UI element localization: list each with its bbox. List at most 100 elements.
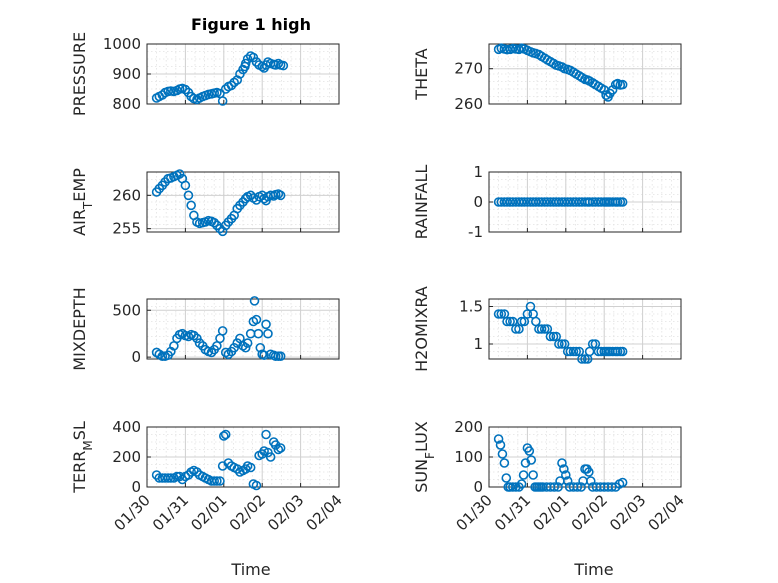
y-axis-label-subscript: M: [81, 440, 95, 450]
data-point: [223, 458, 234, 468]
y-axis-label-main: PRESSURE: [70, 32, 89, 116]
series-markers: [151, 296, 286, 361]
data-point: [497, 449, 508, 459]
data-point: [536, 197, 547, 207]
data-point: [261, 319, 271, 330]
data-point: [565, 197, 576, 207]
data-point: [505, 316, 515, 327]
data-point: [542, 197, 553, 207]
y-tick-label: 200: [454, 418, 483, 436]
data-point: [516, 316, 527, 327]
y-axis-label: THETA: [412, 48, 431, 100]
data-point: [571, 346, 581, 357]
data-point: [493, 309, 504, 319]
data-point: [217, 96, 228, 106]
data-point: [180, 180, 191, 191]
data-point: [557, 339, 567, 349]
data-point: [226, 80, 237, 91]
data-point: [245, 462, 256, 473]
data-point: [549, 482, 560, 492]
y-axis-label-main: RAINFALL: [412, 165, 431, 240]
axes-frame: [488, 43, 682, 105]
data-point: [240, 342, 251, 353]
data-point: [612, 346, 623, 357]
y-axis-label: TERRMSL: [70, 421, 95, 494]
data-point: [249, 296, 260, 306]
axes-frame: [146, 298, 340, 360]
y-axis-label-main: TERR: [70, 451, 89, 494]
data-point: [587, 339, 598, 349]
data-point: [562, 476, 573, 486]
data-point: [174, 169, 185, 179]
data-point: [232, 75, 243, 85]
data-point: [501, 473, 512, 483]
data-point: [232, 338, 243, 348]
data-point: [516, 479, 527, 489]
data-point: [559, 197, 570, 207]
series-markers: [493, 434, 628, 492]
x-tick-label: 02/03: [264, 491, 307, 534]
data-point: [163, 473, 173, 483]
y-tick-label: 100: [454, 448, 483, 466]
x-tick-label: 01/31: [491, 491, 534, 534]
data-point: [265, 452, 276, 462]
data-point: [516, 197, 527, 207]
y-tick-label: 260: [112, 186, 141, 204]
y-axis-label: SUNFLUX: [412, 421, 437, 493]
data-point: [215, 476, 225, 486]
data-point: [174, 471, 185, 482]
data-point: [584, 467, 594, 477]
data-point: [514, 482, 524, 492]
data-point: [596, 346, 606, 357]
x-tick-label: 01/30: [453, 491, 496, 534]
data-point: [617, 346, 628, 357]
y-axis-label-main: SUN: [412, 459, 431, 493]
data-point: [502, 316, 512, 327]
data-point: [220, 429, 231, 440]
data-point: [206, 347, 217, 358]
data-point: [612, 197, 623, 207]
data-point: [557, 458, 567, 468]
data-point: [585, 476, 596, 486]
y-tick-label: 260: [454, 95, 483, 113]
subplot-3: 255 260 AIRTEMP: [70, 168, 340, 238]
series-markers: [493, 301, 628, 364]
axes-frame: [146, 426, 340, 488]
y-tick-label: 1000: [103, 35, 141, 53]
data-point: [576, 482, 586, 492]
x-axis-label-left: Time: [230, 560, 270, 579]
data-point: [157, 351, 168, 361]
data-point: [270, 351, 281, 361]
x-tick-label: 02/04: [303, 491, 346, 534]
data-point: [554, 339, 564, 349]
data-point: [242, 338, 253, 348]
data-point: [565, 346, 576, 357]
y-axis-label: PRESSURE: [70, 32, 89, 116]
y-tick-label: 1: [473, 163, 483, 181]
data-point: [183, 190, 194, 201]
data-point: [559, 464, 569, 474]
data-point: [177, 474, 188, 485]
data-point: [217, 326, 228, 336]
axes-frame: [146, 171, 340, 233]
data-point: [568, 346, 579, 357]
data-point: [518, 470, 529, 480]
data-point: [275, 351, 286, 361]
data-point: [617, 197, 628, 207]
x-tick-label: 02/02: [226, 491, 269, 534]
y-tick-label: 0: [473, 478, 483, 496]
subplot-6: 1 1.5 H2OMIXRA: [412, 286, 682, 372]
data-point: [493, 434, 504, 444]
y-axis-label: AIRTEMP: [70, 168, 95, 236]
data-point: [495, 440, 506, 450]
y-axis-label-subscript: F: [423, 452, 437, 459]
axes-frame: [146, 43, 340, 105]
y-tick-label: 0: [131, 478, 141, 496]
y-tick-label: 900: [112, 65, 141, 83]
data-point: [590, 197, 601, 207]
y-axis-label: RAINFALL: [412, 165, 431, 240]
subplot-5: 0 500 MIXDEPTH: [70, 287, 340, 371]
data-point: [154, 473, 165, 483]
